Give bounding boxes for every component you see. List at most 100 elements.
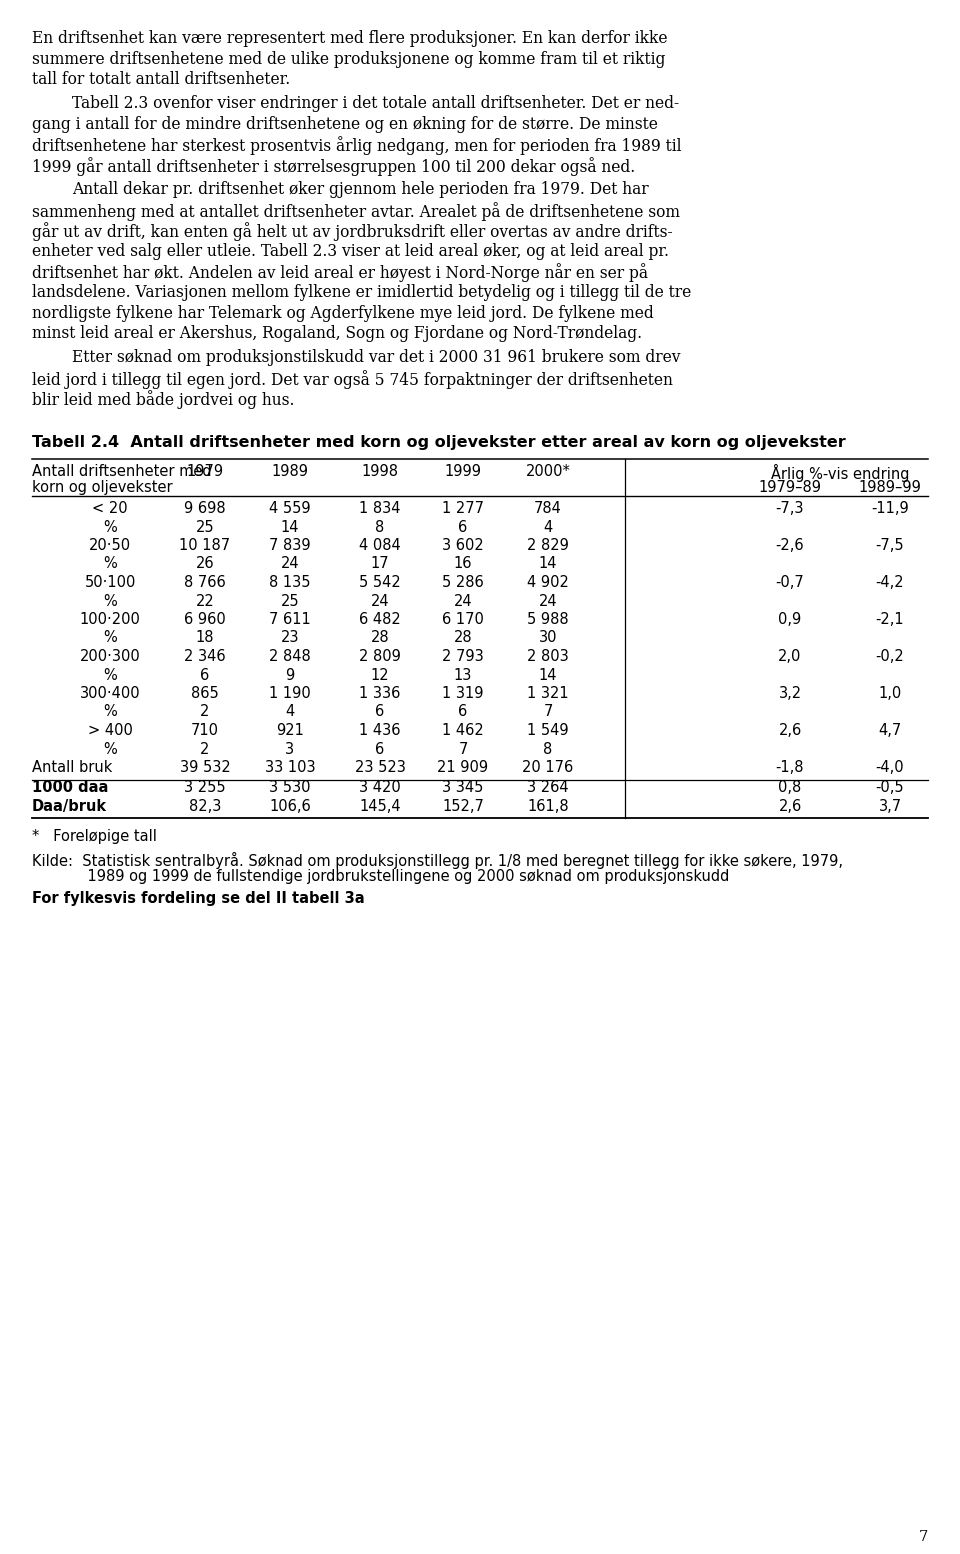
Text: Antall driftsenheter med: Antall driftsenheter med: [32, 465, 211, 479]
Text: -2,6: -2,6: [776, 538, 804, 553]
Text: 24: 24: [371, 594, 390, 609]
Text: 2 346: 2 346: [184, 650, 226, 664]
Text: %: %: [103, 668, 117, 682]
Text: 152,7: 152,7: [442, 799, 484, 814]
Text: 50·100: 50·100: [84, 575, 135, 591]
Text: gang i antall for de mindre driftsenhetene og en økning for de større. De minste: gang i antall for de mindre driftsenhete…: [32, 117, 658, 134]
Text: Antall dekar pr. driftsenhet øker gjennom hele perioden fra 1979. Det har: Antall dekar pr. driftsenhet øker gjenno…: [72, 182, 649, 199]
Text: 3 264: 3 264: [527, 780, 569, 796]
Text: 1999 går antall driftsenheter i størrelsesgruppen 100 til 200 dekar også ned.: 1999 går antall driftsenheter i størrels…: [32, 157, 636, 176]
Text: 8 135: 8 135: [269, 575, 311, 591]
Text: 1989 og 1999 de fullstendige jordbrukstellingene og 2000 søknad om produksjonsku: 1989 og 1999 de fullstendige jordbrukste…: [32, 869, 730, 884]
Text: Etter søknad om produksjonstilskudd var det i 2000 31 961 brukere som drev: Etter søknad om produksjonstilskudd var …: [72, 350, 681, 367]
Text: 4: 4: [285, 704, 295, 720]
Text: 1 319: 1 319: [443, 685, 484, 701]
Text: 4 902: 4 902: [527, 575, 569, 591]
Text: minst leid areal er Akershus, Rogaland, Sogn og Fjordane og Nord-Trøndelag.: minst leid areal er Akershus, Rogaland, …: [32, 325, 642, 342]
Text: driftsenhet har økt. Andelen av leid areal er høyest i Nord-Norge når en ser på: driftsenhet har økt. Andelen av leid are…: [32, 264, 648, 283]
Text: 7 839: 7 839: [269, 538, 311, 553]
Text: %: %: [103, 704, 117, 720]
Text: blir leid med både jordvei og hus.: blir leid med både jordvei og hus.: [32, 390, 295, 409]
Text: 28: 28: [371, 631, 390, 645]
Text: 20 176: 20 176: [522, 760, 574, 775]
Text: 24: 24: [280, 556, 300, 572]
Text: 7: 7: [458, 741, 468, 757]
Text: 2 803: 2 803: [527, 650, 569, 664]
Text: 2 848: 2 848: [269, 650, 311, 664]
Text: landsdelene. Variasjonen mellom fylkene er imidlertid betydelig og i tillegg til: landsdelene. Variasjonen mellom fylkene …: [32, 284, 691, 301]
Text: 300·400: 300·400: [80, 685, 140, 701]
Text: 6: 6: [375, 741, 385, 757]
Text: 16: 16: [454, 556, 472, 572]
Text: 784: 784: [534, 500, 562, 516]
Text: -0,5: -0,5: [876, 780, 904, 796]
Text: 1979: 1979: [186, 465, 224, 479]
Text: Tabell 2.4  Antall driftsenheter med korn og oljevekster etter areal av korn og : Tabell 2.4 Antall driftsenheter med korn…: [32, 435, 846, 451]
Text: < 20: < 20: [92, 500, 128, 516]
Text: 0,9: 0,9: [779, 612, 802, 626]
Text: 1 436: 1 436: [359, 723, 400, 738]
Text: -0,2: -0,2: [876, 650, 904, 664]
Text: En driftsenhet kan være representert med flere produksjoner. En kan derfor ikke: En driftsenhet kan være representert med…: [32, 30, 667, 47]
Text: tall for totalt antall driftsenheter.: tall for totalt antall driftsenheter.: [32, 71, 290, 89]
Text: 865: 865: [191, 685, 219, 701]
Text: 2,0: 2,0: [779, 650, 802, 664]
Text: 14: 14: [539, 668, 557, 682]
Text: 1 549: 1 549: [527, 723, 569, 738]
Text: Kilde:  Statistisk sentralbyrå. Søknad om produksjonstillegg pr. 1/8 med beregne: Kilde: Statistisk sentralbyrå. Søknad om…: [32, 852, 843, 869]
Text: 2: 2: [201, 704, 209, 720]
Text: 14: 14: [539, 556, 557, 572]
Text: 9 698: 9 698: [184, 500, 226, 516]
Text: 5 286: 5 286: [443, 575, 484, 591]
Text: 25: 25: [196, 519, 214, 535]
Text: 3 255: 3 255: [184, 780, 226, 796]
Text: 8: 8: [543, 741, 553, 757]
Text: 7: 7: [919, 1531, 928, 1545]
Text: -2,1: -2,1: [876, 612, 904, 626]
Text: -1,8: -1,8: [776, 760, 804, 775]
Text: 9: 9: [285, 668, 295, 682]
Text: Daa/bruk: Daa/bruk: [32, 799, 108, 814]
Text: 8: 8: [375, 519, 385, 535]
Text: Årlig %-vis endring: Årlig %-vis endring: [771, 465, 909, 482]
Text: 7 611: 7 611: [269, 612, 311, 626]
Text: 24: 24: [539, 594, 558, 609]
Text: 24: 24: [454, 594, 472, 609]
Text: 14: 14: [280, 519, 300, 535]
Text: 2,6: 2,6: [779, 723, 802, 738]
Text: 28: 28: [454, 631, 472, 645]
Text: 3 602: 3 602: [443, 538, 484, 553]
Text: 20·50: 20·50: [89, 538, 132, 553]
Text: %: %: [103, 594, 117, 609]
Text: 200·300: 200·300: [80, 650, 140, 664]
Text: 1 321: 1 321: [527, 685, 569, 701]
Text: 8 766: 8 766: [184, 575, 226, 591]
Text: -11,9: -11,9: [871, 500, 909, 516]
Text: 1998: 1998: [362, 465, 398, 479]
Text: 17: 17: [371, 556, 390, 572]
Text: 30: 30: [539, 631, 557, 645]
Text: 6: 6: [458, 519, 468, 535]
Text: 4 559: 4 559: [269, 500, 311, 516]
Text: 6 170: 6 170: [442, 612, 484, 626]
Text: 4: 4: [543, 519, 553, 535]
Text: -7,3: -7,3: [776, 500, 804, 516]
Text: For fylkesvis fordeling se del II tabell 3a: For fylkesvis fordeling se del II tabell…: [32, 890, 365, 906]
Text: 1 336: 1 336: [359, 685, 400, 701]
Text: -0,7: -0,7: [776, 575, 804, 591]
Text: 3: 3: [285, 741, 295, 757]
Text: sammenheng med at antallet driftsenheter avtar. Arealet på de driftsenhetene som: sammenheng med at antallet driftsenheter…: [32, 202, 680, 221]
Text: nordligste fylkene har Telemark og Agderfylkene mye leid jord. De fylkene med: nordligste fylkene har Telemark og Agder…: [32, 305, 654, 322]
Text: 1 277: 1 277: [442, 500, 484, 516]
Text: 10 187: 10 187: [180, 538, 230, 553]
Text: -7,5: -7,5: [876, 538, 904, 553]
Text: -4,0: -4,0: [876, 760, 904, 775]
Text: 25: 25: [280, 594, 300, 609]
Text: 6 482: 6 482: [359, 612, 401, 626]
Text: %: %: [103, 519, 117, 535]
Text: 23: 23: [280, 631, 300, 645]
Text: 4 084: 4 084: [359, 538, 401, 553]
Text: 23 523: 23 523: [354, 760, 405, 775]
Text: leid jord i tillegg til egen jord. Det var også 5 745 forpaktninger der driftsen: leid jord i tillegg til egen jord. Det v…: [32, 370, 673, 388]
Text: %: %: [103, 631, 117, 645]
